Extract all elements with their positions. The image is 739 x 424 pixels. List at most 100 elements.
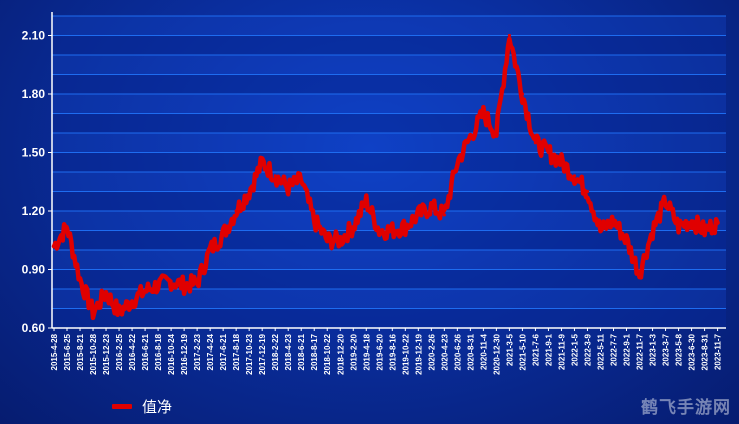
x-tick-label: 2016-8-18 bbox=[154, 333, 163, 370]
grid-band bbox=[52, 16, 726, 36]
x-tick-label: 2023-1-3 bbox=[649, 333, 658, 366]
data-point bbox=[182, 283, 186, 287]
data-point bbox=[663, 199, 668, 203]
x-tick-label: 2018-4-23 bbox=[284, 333, 293, 370]
grid-band bbox=[52, 74, 726, 94]
x-tick-label: 2020-12-30 bbox=[492, 333, 501, 374]
data-point bbox=[403, 225, 407, 229]
data-point bbox=[208, 248, 212, 252]
data-point bbox=[546, 150, 551, 155]
data-point bbox=[351, 225, 355, 229]
grid-band bbox=[52, 191, 726, 211]
data-point bbox=[143, 289, 147, 293]
data-point bbox=[65, 225, 69, 229]
data-point bbox=[650, 228, 655, 233]
data-point bbox=[234, 209, 238, 213]
series-line bbox=[51, 36, 720, 321]
data-point bbox=[507, 33, 512, 38]
x-tick-label: 2021-9-1 bbox=[544, 333, 553, 366]
grid-band bbox=[52, 289, 726, 309]
x-tick-label: 2023-5-8 bbox=[675, 333, 684, 366]
x-tick-label: 2016-10-24 bbox=[167, 333, 176, 374]
data-point bbox=[533, 141, 538, 145]
x-tick-label: 2017-6-21 bbox=[219, 333, 228, 370]
x-tick-label: 2016-2-25 bbox=[115, 333, 124, 370]
y-tick-label: 1.50 bbox=[22, 146, 46, 160]
data-point bbox=[338, 238, 342, 242]
data-point bbox=[468, 135, 472, 139]
data-point bbox=[559, 160, 564, 164]
grid-layer bbox=[52, 15, 726, 329]
data-point bbox=[520, 92, 525, 96]
x-tick-label: 2019-2-20 bbox=[349, 333, 358, 370]
series-layer bbox=[51, 33, 720, 321]
y-tick-label: 1.80 bbox=[22, 87, 46, 101]
data-point bbox=[585, 189, 590, 194]
grid-band bbox=[52, 211, 726, 231]
data-point bbox=[494, 131, 498, 135]
legend: 值净 bbox=[112, 396, 172, 417]
x-tick-label: 2018-10-22 bbox=[323, 333, 332, 374]
x-tick-label: 2019-6-20 bbox=[375, 333, 384, 370]
data-point bbox=[637, 271, 642, 275]
data-point bbox=[702, 228, 707, 233]
axis-layer bbox=[48, 12, 726, 331]
x-tick-label: 2023-3-7 bbox=[662, 333, 671, 366]
x-tick-label: 2021-7-6 bbox=[531, 333, 540, 366]
x-tick-label: 2018-8-17 bbox=[310, 333, 319, 370]
data-point bbox=[429, 205, 433, 209]
x-tick-label: 2022-9-1 bbox=[623, 333, 632, 366]
x-tick-label: 2015-12-23 bbox=[102, 333, 111, 374]
grid-band bbox=[52, 250, 726, 270]
legend-swatch bbox=[112, 404, 132, 409]
x-tick-label: 2015-10-28 bbox=[89, 333, 98, 374]
x-tick-label: 2018-12-20 bbox=[336, 333, 345, 374]
data-point bbox=[130, 299, 134, 303]
data-point bbox=[78, 277, 82, 281]
x-tick-label: 2023-8-31 bbox=[701, 333, 710, 370]
watermark: 鹤飞手游网 bbox=[641, 398, 731, 418]
data-point bbox=[156, 283, 160, 287]
x-tick-label: 2022-7-7 bbox=[609, 333, 618, 366]
x-tick-label: 2023-11-7 bbox=[714, 333, 723, 370]
x-tick-label: 2015-6-25 bbox=[63, 333, 72, 370]
y-tick-labels: 0.60 0.90 1.20 1.50 1.80 2.10 bbox=[22, 29, 46, 336]
x-tick-label: 2016-4-22 bbox=[128, 333, 137, 370]
data-point bbox=[169, 279, 173, 283]
data-point bbox=[689, 219, 694, 223]
data-point bbox=[572, 174, 577, 178]
data-point bbox=[416, 213, 420, 217]
grid-band bbox=[52, 308, 726, 328]
data-point bbox=[624, 238, 629, 242]
data-point bbox=[286, 186, 290, 190]
x-tick-label: 2022-5-11 bbox=[596, 333, 605, 370]
grid-band bbox=[52, 133, 726, 153]
grid-band bbox=[52, 172, 726, 192]
data-point bbox=[377, 228, 381, 233]
data-point bbox=[364, 199, 368, 203]
grid-band bbox=[52, 35, 726, 55]
x-tick-label: 2017-4-24 bbox=[206, 333, 215, 370]
x-tick-label: 2015-8-21 bbox=[76, 333, 85, 370]
grid-band bbox=[52, 152, 726, 172]
data-point bbox=[455, 160, 459, 164]
data-point bbox=[325, 238, 329, 242]
data-point bbox=[273, 174, 277, 178]
x-tick-label: 2019-8-16 bbox=[388, 333, 397, 370]
data-point bbox=[481, 111, 485, 116]
x-tick-labels: 2015-4-28 2015-6-25 2015-8-21 2015-10-28 201… bbox=[50, 333, 723, 374]
grid-band bbox=[52, 55, 726, 75]
grid-band bbox=[52, 113, 726, 133]
data-point bbox=[442, 213, 446, 217]
x-tick-label: 2017-12-19 bbox=[258, 333, 267, 374]
data-point bbox=[195, 281, 199, 285]
x-tick-label: 2017-2-23 bbox=[193, 333, 202, 370]
data-point bbox=[221, 232, 225, 236]
x-tick-label: 2016-12-19 bbox=[180, 333, 189, 374]
x-tick-label: 2019-4-18 bbox=[362, 333, 371, 370]
data-point bbox=[598, 228, 603, 233]
x-tick-label: 2022-11-7 bbox=[636, 333, 645, 370]
x-tick-label: 2019-10-22 bbox=[401, 333, 410, 374]
x-tick-label: 2022-1-5 bbox=[570, 333, 579, 366]
